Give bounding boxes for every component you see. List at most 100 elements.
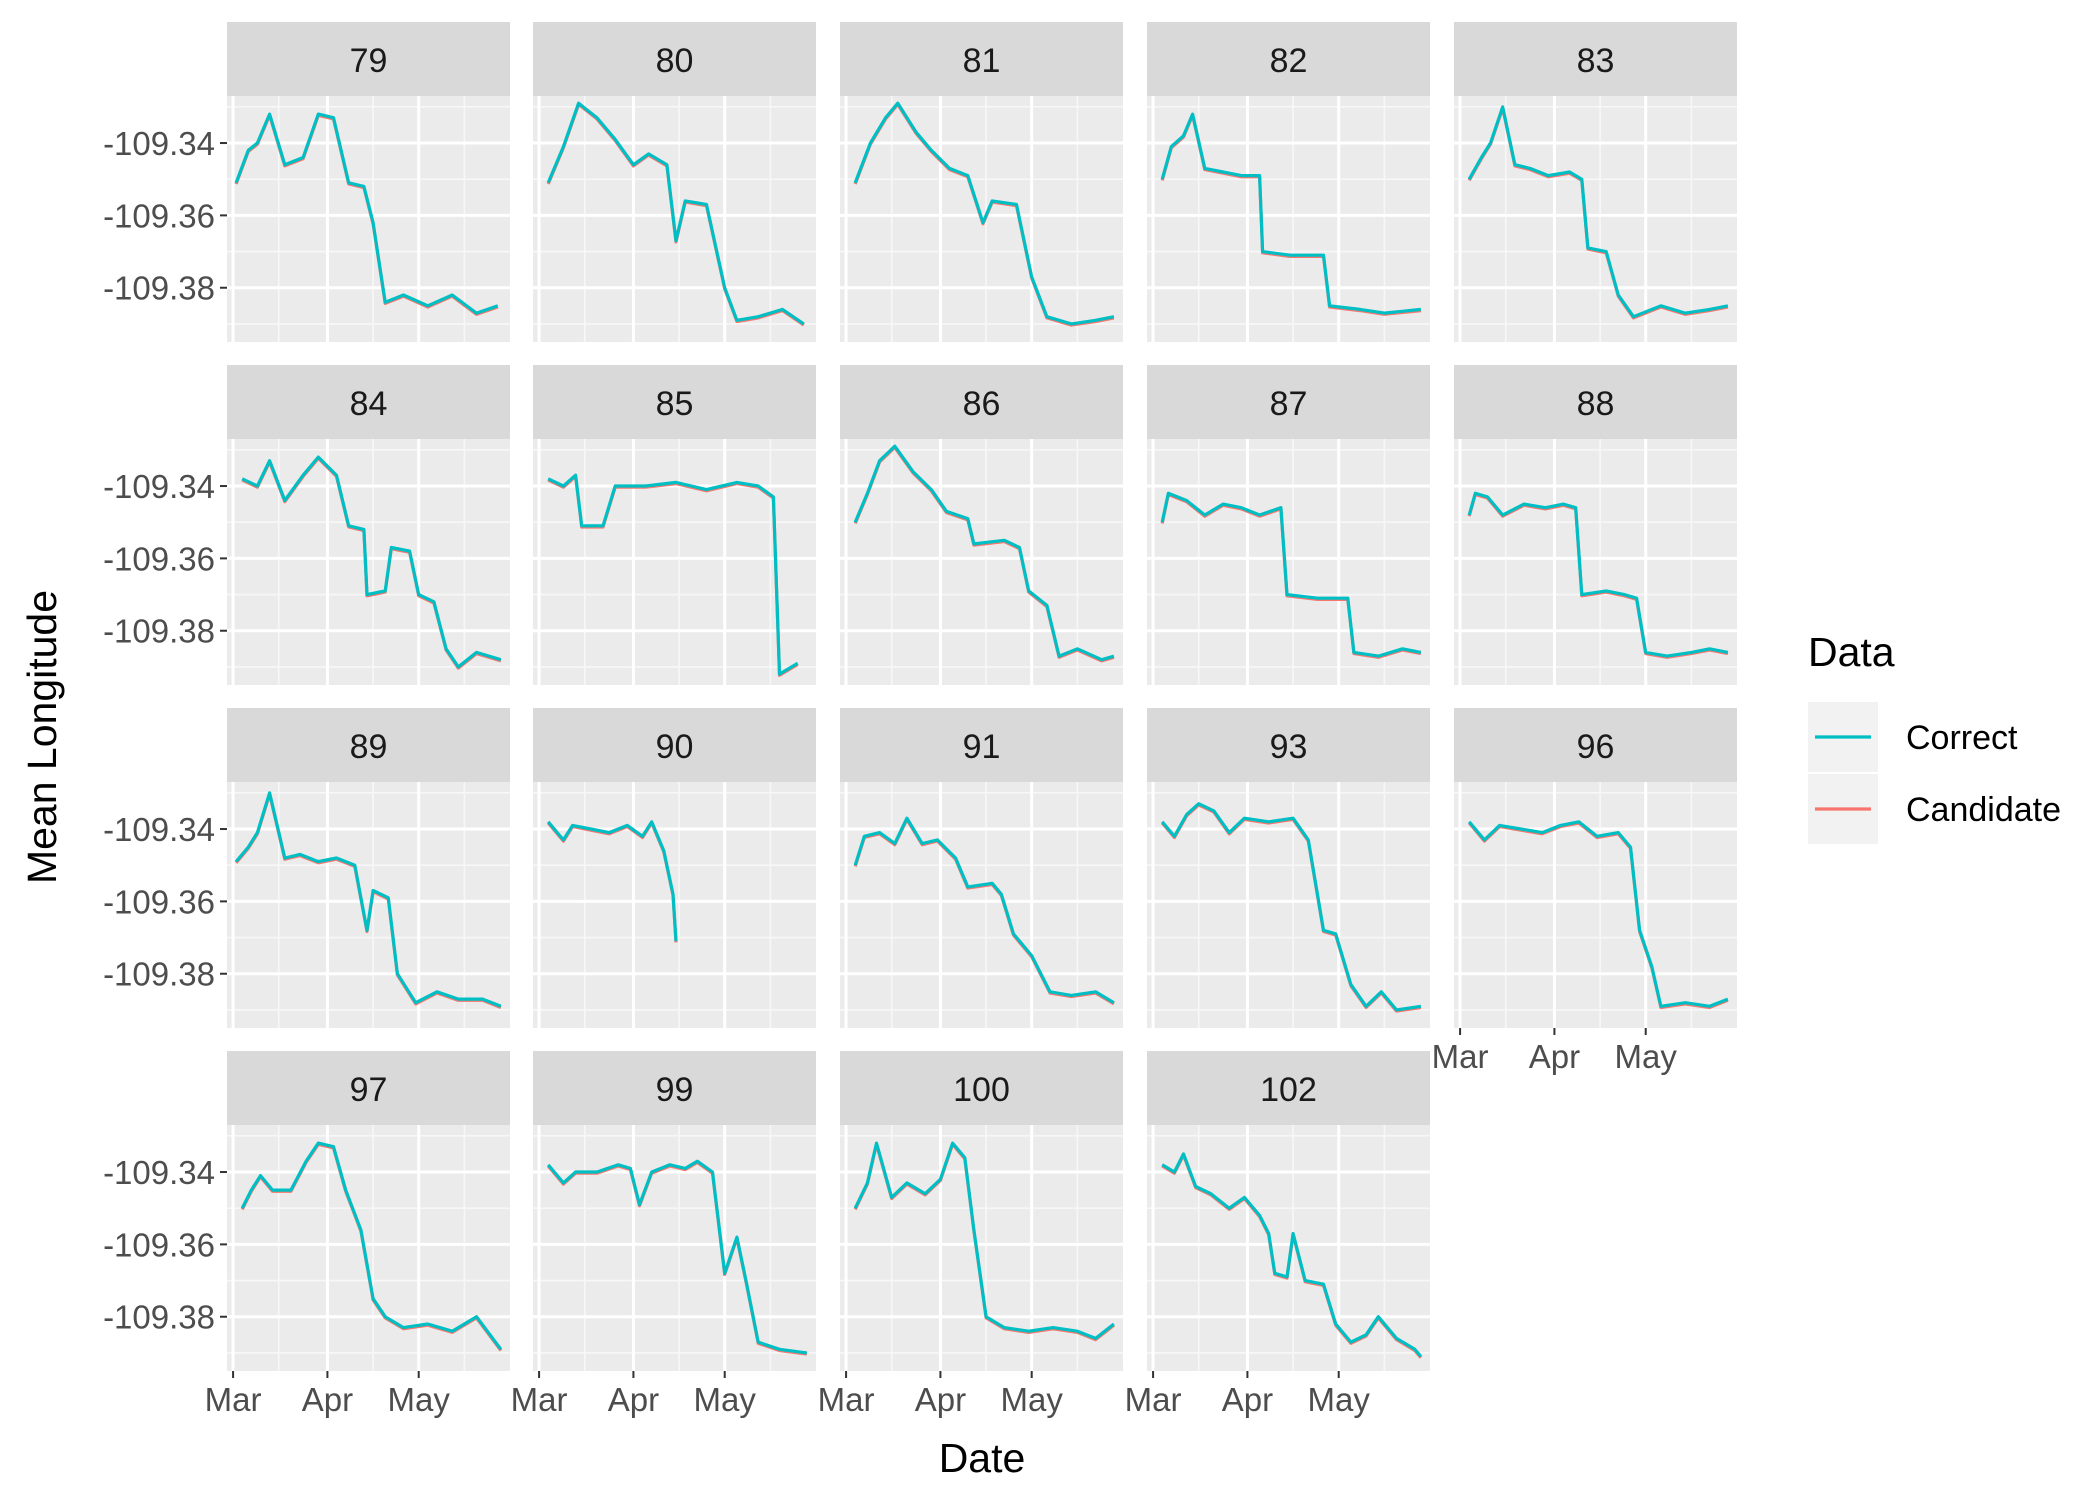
facet-strip-label: 100 [953, 1071, 1010, 1109]
x-tick-label: Mar [205, 1381, 262, 1418]
panel-background [1454, 782, 1737, 1028]
facet-strip [227, 365, 510, 439]
facet-strip [1454, 708, 1737, 782]
facet-panel-82: 82 [1147, 22, 1430, 342]
panel-background [1147, 782, 1430, 1028]
legend: Data Correct Candidate [1808, 629, 2061, 844]
facet-strip-label: 88 [1577, 385, 1615, 423]
facet-panel-97: 97 -109.34 -109.36 -109.38 Mar Apr May [103, 1051, 510, 1418]
facet-panel-79: 79 -109.34 -109.36 -109.38 [103, 22, 510, 342]
panel-background [227, 439, 510, 685]
facet-panel-85: 85 [533, 365, 816, 685]
series-line-correct [1160, 112, 1422, 315]
facet-panel-84: 84 -109.34 -109.36 -109.38 [103, 365, 510, 685]
series-line-correct [547, 473, 799, 676]
x-tick-label: Mar [511, 1381, 568, 1418]
facet-panel-89: 89 -109.34 -109.36 -109.38 [103, 708, 510, 1028]
facet-panels: 79 -109.34 -109.36 -109.38 80 81 82 83 84 -109.34… [103, 22, 1737, 1418]
facet-strip-label: 79 [350, 42, 388, 80]
facet-panel-87: 87 [1147, 365, 1430, 685]
facet-panel-102: 102 Mar Apr May [1125, 1051, 1430, 1418]
facet-strip [1147, 1051, 1430, 1125]
facet-strip-label: 80 [656, 42, 694, 80]
facet-strip-label: 91 [963, 728, 1001, 766]
facet-strip [533, 365, 816, 439]
panel-background [1147, 96, 1430, 342]
legend-label-correct: Correct [1906, 719, 2018, 757]
x-tick-label: Mar [818, 1381, 875, 1418]
panel-background [533, 439, 816, 685]
series-line-correct [1467, 105, 1729, 319]
facet-strip [1147, 708, 1430, 782]
facet-strip-label: 82 [1270, 42, 1308, 80]
x-tick-label: May [1308, 1381, 1371, 1418]
x-tick-label: Mar [1432, 1038, 1489, 1075]
facet-strip-label: 87 [1270, 385, 1308, 423]
series-line-correct [1160, 802, 1422, 1012]
series-line-correct [241, 455, 502, 669]
panel-background [840, 782, 1123, 1028]
series-line-correct [234, 791, 502, 1008]
facet-strip [1147, 22, 1430, 96]
facet-strip-label: 90 [656, 728, 694, 766]
legend-title: Data [1808, 629, 1895, 675]
y-tick-label: -109.36 [103, 197, 215, 234]
x-axis-title: Date [939, 1435, 1026, 1481]
facet-strip [533, 22, 816, 96]
facet-panel-93: 93 [1147, 708, 1430, 1028]
panel-background [533, 1125, 816, 1371]
facet-panel-100: 100 Mar Apr May [818, 1051, 1123, 1418]
facet-strip [227, 1051, 510, 1125]
facet-strip [533, 1051, 816, 1125]
series-line-correct [853, 444, 1115, 662]
facet-strip-label: 84 [350, 385, 388, 423]
panel-background [227, 782, 510, 1028]
y-axis-title: Mean Longitude [19, 590, 65, 884]
facet-strip-label: 99 [656, 1071, 694, 1109]
y-tick-label: -109.38 [103, 956, 215, 993]
facet-strip [533, 708, 816, 782]
x-tick-label: Mar [1125, 1381, 1182, 1418]
panel-background [1454, 439, 1737, 685]
x-tick-label: Apr [302, 1381, 353, 1418]
facet-strip [1454, 22, 1737, 96]
facet-panel-91: 91 [840, 708, 1123, 1028]
panel-background [1147, 439, 1430, 685]
facet-strip-label: 86 [963, 385, 1001, 423]
series-line-correct [853, 816, 1115, 1005]
x-tick-label: Apr [608, 1381, 659, 1418]
series-line-correct [1467, 491, 1729, 658]
series-line-correct [234, 112, 499, 315]
series-line-correct [853, 101, 1115, 326]
series-line-correct [1160, 491, 1422, 658]
panel-background [1147, 1125, 1430, 1371]
facet-panel-88: 88 [1454, 365, 1737, 685]
y-tick-label: -109.38 [103, 270, 215, 307]
facet-panel-99: 99 Mar Apr May [511, 1051, 816, 1418]
series-line-correct [853, 1141, 1115, 1341]
y-tick-label: -109.36 [103, 883, 215, 920]
facet-strip-label: 81 [963, 42, 1001, 80]
facet-strip [840, 708, 1123, 782]
y-tick-label: -109.36 [103, 1226, 215, 1263]
facet-strip [227, 708, 510, 782]
facet-strip [227, 22, 510, 96]
facet-strip [1147, 365, 1430, 439]
facet-strip [840, 365, 1123, 439]
legend-keys: Correct Candidate [1808, 702, 2061, 844]
x-tick-label: May [694, 1381, 757, 1418]
facet-strip-label: 83 [1577, 42, 1615, 80]
series-line-correct [546, 101, 805, 326]
y-tick-label: -109.34 [103, 468, 215, 505]
y-tick-label: -109.38 [103, 613, 215, 650]
y-tick-label: -109.34 [103, 811, 215, 848]
facet-panel-80: 80 [533, 22, 816, 342]
series-line-correct [546, 820, 678, 942]
legend-label-candidate: Candidate [1906, 791, 2061, 829]
facet-strip-label: 97 [350, 1071, 388, 1109]
x-tick-label: May [388, 1381, 451, 1418]
x-tick-label: Apr [915, 1381, 966, 1418]
x-tick-label: May [1615, 1038, 1678, 1075]
facet-strip-label: 102 [1260, 1071, 1317, 1109]
